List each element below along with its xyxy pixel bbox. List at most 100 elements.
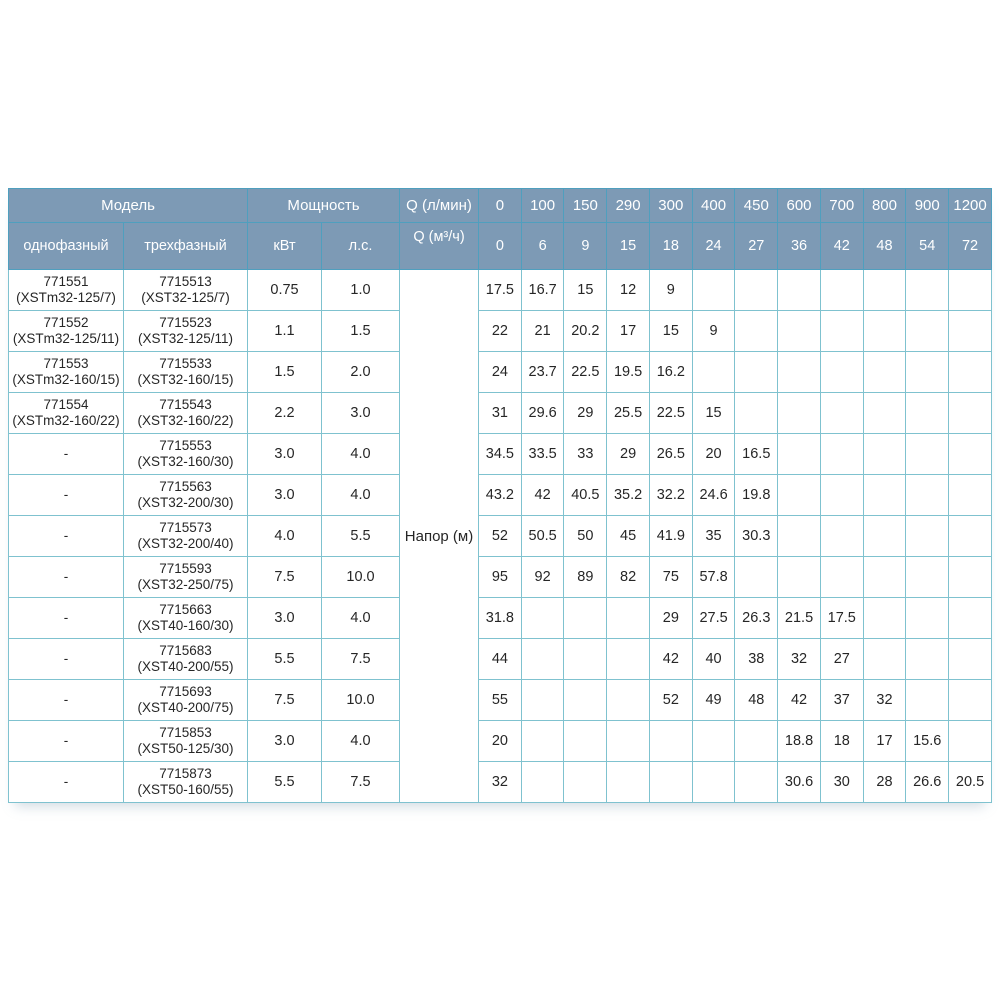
single-phase-cell: 771554 (XSTm32-160/22) (8, 392, 124, 434)
head-value-cell: 15 (691, 392, 736, 434)
head-value-cell: 49 (691, 679, 736, 721)
flow-lmin-value: 900 (905, 188, 950, 223)
head-value-cell: 42 (648, 638, 693, 680)
head-value-cell (948, 556, 992, 598)
table-row: -7715553 (XST32-160/30) 3.0 4.0 34.5 33.5 33 29… (8, 433, 992, 475)
head-value-cell (948, 269, 992, 311)
head-value-cell: 34.5 (478, 433, 522, 475)
head-value-cell: 15 (648, 310, 693, 352)
single-phase-cell: - (8, 597, 124, 639)
head-value-cell (777, 392, 821, 434)
table-row: 771554 (XSTm32-160/22) 7715543 (XST32-160/2… (8, 392, 992, 434)
table-row: -7715873 (XST50-160/55) 5.5 7.5 32 30.6 30 28 26… (8, 761, 992, 803)
flow-m3h-value: 48 (862, 222, 907, 270)
head-value-cell (948, 638, 992, 680)
head-value-cell (905, 351, 950, 393)
head-value-cell (948, 351, 992, 393)
single-phase-cell: - (8, 515, 124, 557)
single-phase-cell: 771553 (XSTm32-160/15) (8, 351, 124, 393)
head-value-cell: 95 (478, 556, 522, 598)
head-value-cell (734, 556, 779, 598)
head-value-cell: 32 (862, 679, 907, 721)
head-value-cell: 32.2 (648, 474, 693, 516)
head-value-cell (777, 556, 821, 598)
kw-cell: 5.5 (247, 761, 322, 803)
head-value-cell: 27.5 (691, 597, 736, 639)
head-value-cell (948, 392, 992, 434)
head-value-cell: 15.6 (905, 720, 950, 762)
table-row: -7715563 (XST32-200/30) 3.0 4.0 43.2 42 40.5 35… (8, 474, 992, 516)
head-value-cell (563, 679, 608, 721)
hp-cell: 7.5 (320, 761, 401, 803)
table-body: 771551 (XSTm32-125/7) 7715513 (XST32-125/7)… (8, 269, 992, 803)
head-value-cell (862, 351, 907, 393)
single-phase-cell: 771551 (XSTm32-125/7) (8, 269, 124, 311)
head-value-cell (862, 269, 907, 311)
head-value-cell: 33 (563, 433, 608, 475)
three-phase-cell: 7715873 (XST50-160/55) (123, 761, 248, 803)
header-row-units: Модель Мощность Q (л/мин) 0 100 150 290 300 4… (8, 188, 992, 223)
head-value-cell: 16.2 (648, 351, 693, 393)
head-value-cell: 45 (606, 515, 650, 557)
head-value-cell: 31 (478, 392, 522, 434)
kw-cell: 0.75 (247, 269, 322, 311)
head-value-cell (520, 679, 565, 721)
head-value-cell (563, 597, 608, 639)
flow-m3h-value: 0 (478, 222, 522, 270)
kw-cell: 7.5 (247, 679, 322, 721)
head-value-cell: 23.7 (520, 351, 565, 393)
flow-m3h-value: 54 (905, 222, 950, 270)
flow-lmin-header: Q (л/мин) (399, 188, 480, 223)
flow-lmin-value: 450 (734, 188, 779, 223)
head-value-cell: 9 (648, 269, 693, 311)
head-value-cell: 30.3 (734, 515, 779, 557)
head-value-cell: 29 (606, 433, 650, 475)
kw-cell: 7.5 (247, 556, 322, 598)
head-value-cell (777, 351, 821, 393)
head-value-cell (905, 556, 950, 598)
head-value-cell: 42 (520, 474, 565, 516)
three-phase-cell: 7715693 (XST40-200/75) (123, 679, 248, 721)
head-value-cell: 25.5 (606, 392, 650, 434)
head-value-cell (734, 392, 779, 434)
head-value-cell: 92 (520, 556, 565, 598)
head-value-cell (648, 761, 693, 803)
head-value-cell (948, 310, 992, 352)
head-value-cell: 52 (648, 679, 693, 721)
head-value-cell (691, 720, 736, 762)
kw-cell: 3.0 (247, 433, 322, 475)
head-value-cell (948, 515, 992, 557)
head-value-cell: 30 (819, 761, 864, 803)
head-value-cell: 20.2 (563, 310, 608, 352)
flow-lmin-value: 800 (862, 188, 907, 223)
head-value-cell: 22.5 (563, 351, 608, 393)
three-phase-cell: 7715663 (XST40-160/30) (123, 597, 248, 639)
head-value-cell: 57.8 (691, 556, 736, 598)
single-phase-cell: - (8, 761, 124, 803)
head-value-cell: 35 (691, 515, 736, 557)
hp-cell: 3.0 (320, 392, 401, 434)
head-value-cell: 26.5 (648, 433, 693, 475)
hp-cell: 4.0 (320, 433, 401, 475)
head-value-cell (948, 474, 992, 516)
head-value-cell: 9 (691, 310, 736, 352)
head-value-cell: 48 (734, 679, 779, 721)
head-value-cell (905, 269, 950, 311)
kw-cell: 2.2 (247, 392, 322, 434)
head-value-cell: 16.5 (734, 433, 779, 475)
three-phase-cell: 7715853 (XST50-125/30) (123, 720, 248, 762)
head-value-cell (777, 433, 821, 475)
table-row: 771553 (XSTm32-160/15) 7715533 (XST32-160/1… (8, 351, 992, 393)
flow-lmin-value: 1200 (948, 188, 992, 223)
head-value-cell: 50 (563, 515, 608, 557)
header-row-subunits: однофазный трехфазный кВт л.с. Q (м³/ч) … (8, 222, 992, 270)
flow-m3h-value: 6 (520, 222, 565, 270)
head-value-cell (648, 720, 693, 762)
head-value-cell: 18.8 (777, 720, 821, 762)
kw-cell: 3.0 (247, 474, 322, 516)
hp-cell: 5.5 (320, 515, 401, 557)
kw-cell: 3.0 (247, 720, 322, 762)
three-phase-cell: 7715683 (XST40-200/55) (123, 638, 248, 680)
head-value-cell (948, 679, 992, 721)
